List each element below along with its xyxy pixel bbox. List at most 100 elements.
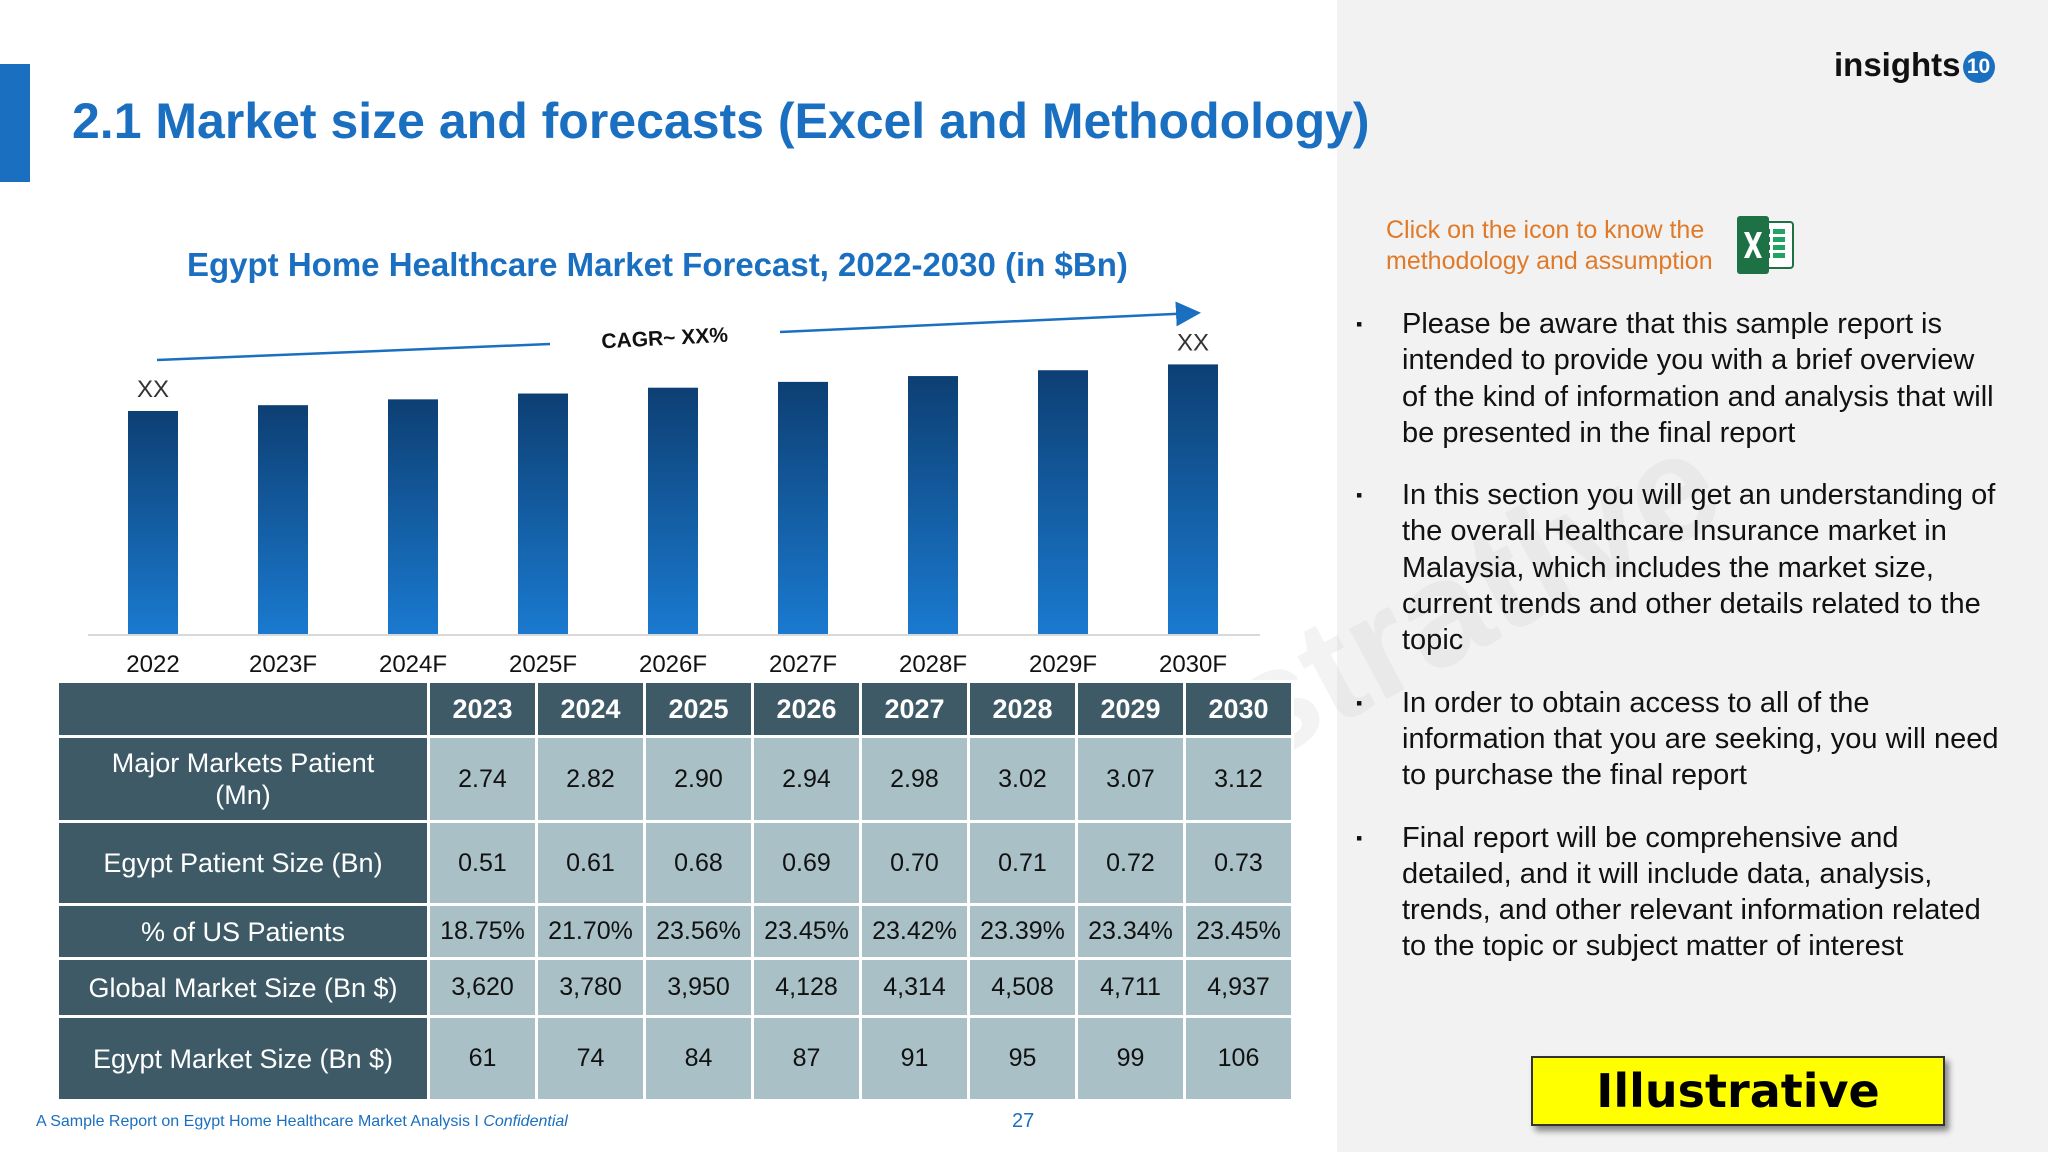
bar-2027f (778, 381, 828, 635)
chart-title: Egypt Home Healthcare Market Forecast, 2… (187, 246, 1128, 283)
table-cell: 106 (1183, 1015, 1294, 1102)
table-cell: 2.94 (751, 735, 862, 823)
table-cell: 61 (427, 1015, 538, 1102)
table-cell: 23.56% (643, 903, 754, 960)
data-table: 2023 2024 2025 2026 2027 2028 2029 2030 … (56, 680, 1294, 1102)
bullet-marker: ▪ (1356, 827, 1363, 848)
column-header: 2029 (1075, 680, 1186, 738)
table-cell: 3.07 (1075, 735, 1186, 823)
table-cell: 0.68 (643, 820, 754, 906)
x-tick-label: 2026F (639, 651, 707, 678)
table-cell: 23.42% (859, 903, 970, 960)
table-cell: 21.70% (535, 903, 646, 960)
x-tick-label: 2023F (249, 651, 317, 678)
table-cell: 2.98 (859, 735, 970, 823)
x-tick-label: 2022 (126, 651, 179, 678)
table-cell: 0.69 (751, 820, 862, 906)
table-cell: 0.72 (1075, 820, 1186, 906)
footer: A Sample Report on Egypt Home Healthcare… (36, 1113, 568, 1131)
bar-2022 (128, 411, 178, 635)
table-cell: 4,128 (751, 957, 862, 1018)
bar-2030f (1168, 364, 1218, 635)
table-row: Major Markets Patient (Mn) 2.74 2.82 2.9… (56, 735, 1294, 823)
table-cell: 4,508 (967, 957, 1078, 1018)
row-header: Egypt Patient Size (Bn) (56, 820, 430, 906)
table-row: Egypt Patient Size (Bn) 0.51 0.61 0.68 0… (56, 820, 1294, 906)
table-cell: 3.02 (967, 735, 1078, 823)
methodology-instruction: Click on the icon to know the methodolog… (1386, 216, 1713, 275)
column-header: 2024 (535, 680, 646, 738)
logo: insights 10 (1834, 46, 1995, 84)
bar-2026f (648, 387, 698, 635)
page-number: 27 (1012, 1110, 1035, 1132)
bullet-item: ▪ In this section you will get an underst… (1356, 477, 2006, 658)
x-tick-label: 2030F (1159, 651, 1227, 678)
table-cell: 2.82 (535, 735, 646, 823)
table-cell: 91 (859, 1015, 970, 1102)
table-cell: 0.61 (535, 820, 646, 906)
right-panel (1337, 0, 2048, 1152)
table-cell: 18.75% (427, 903, 538, 960)
illustrative-badge: Illustrative (1531, 1056, 1945, 1126)
bar-2023f (258, 405, 308, 635)
table-cell: 23.34% (1075, 903, 1186, 960)
table-cell: 3,950 (643, 957, 754, 1018)
table-cell: 4,711 (1075, 957, 1186, 1018)
x-tick-label: 2027F (769, 651, 837, 678)
table-cell: 4,937 (1183, 957, 1294, 1018)
column-header: 2027 (859, 680, 970, 738)
bullet-marker: ▪ (1356, 485, 1363, 506)
bullet-text: In order to obtain access to all of the … (1402, 686, 1999, 792)
table-cell: 2.74 (427, 735, 538, 823)
bullet-text: Final report will be comprehensive and d… (1402, 821, 1981, 963)
bullet-list: ▪ Please be aware that this sample report… (1356, 306, 2006, 991)
bar-2028f (908, 376, 958, 635)
title-accent-bar (0, 64, 30, 182)
excel-icon[interactable] (1735, 216, 1797, 274)
table-cell: 3,780 (535, 957, 646, 1018)
table-cell: 3,620 (427, 957, 538, 1018)
table-cell: 84 (643, 1015, 754, 1102)
bar-2024f (388, 399, 438, 635)
column-header: 2030 (1183, 680, 1294, 738)
table-cell: 23.45% (1183, 903, 1294, 960)
row-header: Egypt Market Size (Bn $) (56, 1015, 430, 1102)
bullet-text: In this section you will get an understa… (1402, 479, 1996, 657)
bullet-item: ▪ In order to obtain access to all of the… (1356, 685, 2006, 794)
logo-text: insights (1834, 46, 1961, 83)
bullet-marker: ▪ (1356, 314, 1363, 334)
footer-confidential: Confidential (483, 1113, 568, 1130)
table-cell: 23.45% (751, 903, 862, 960)
table-row: % of US Patients 18.75% 21.70% 23.56% 23… (56, 903, 1294, 960)
column-header: 2028 (967, 680, 1078, 738)
x-tick-label: 2028F (899, 651, 967, 678)
bullet-item: ▪ Please be aware that this sample report… (1356, 306, 2006, 451)
table-cell: 4,314 (859, 957, 970, 1018)
data-label: XX (1177, 329, 1209, 356)
table-cell: 3.12 (1183, 735, 1294, 823)
table-corner-cell (56, 680, 430, 738)
table-cell: 0.70 (859, 820, 970, 906)
table-cell: 99 (1075, 1015, 1186, 1102)
bullet-item: ▪ Final report will be comprehensive and … (1356, 820, 2006, 965)
footer-text: A Sample Report on Egypt Home Healthcare… (36, 1113, 484, 1130)
table-cell: 74 (535, 1015, 646, 1102)
cagr-arrow-right (779, 301, 1201, 334)
table-cell: 0.51 (427, 820, 538, 906)
table-cell: 23.39% (967, 903, 1078, 960)
x-tick-label: 2025F (509, 651, 577, 678)
x-tick-label: 2024F (379, 651, 447, 678)
logo-badge: 10 (1962, 51, 1995, 84)
table-row: Egypt Market Size (Bn $) 61 74 84 87 91 … (56, 1015, 1294, 1102)
x-tick-label: 2029F (1029, 651, 1097, 678)
table-cell: 0.71 (967, 820, 1078, 906)
bullet-marker: ▪ (1356, 692, 1363, 713)
table-cell: 2.90 (643, 735, 754, 823)
row-header: Major Markets Patient (Mn) (56, 735, 430, 823)
data-label: XX (137, 376, 169, 403)
table-row: Global Market Size (Bn $) 3,620 3,780 3,… (56, 957, 1294, 1018)
row-header: % of US Patients (56, 903, 430, 960)
cagr-arrow-left (156, 342, 551, 362)
table-header-row: 2023 2024 2025 2026 2027 2028 2029 2030 (56, 680, 1294, 738)
column-header: 2025 (643, 680, 754, 738)
